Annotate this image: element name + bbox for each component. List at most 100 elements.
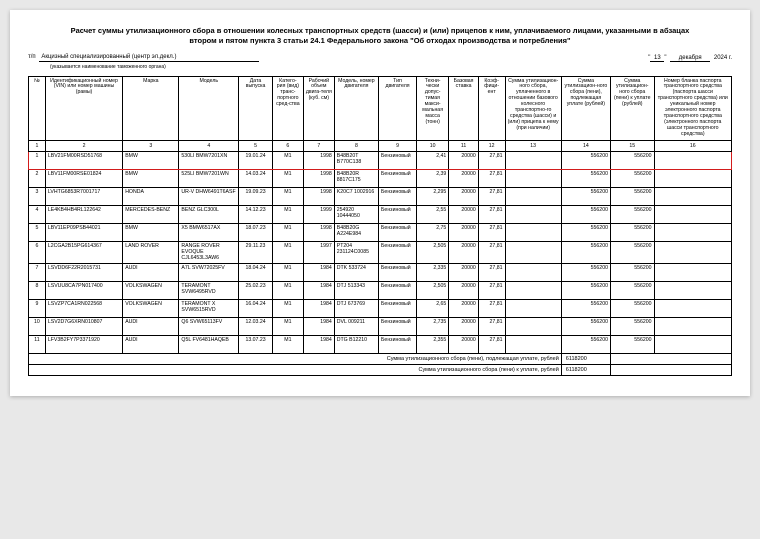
table-row: 3LVHTG6853R7001717HONDAUR-V DHW6491T6ASF…: [29, 188, 732, 206]
cell-cat: M1: [272, 242, 303, 264]
cell-mass: 2,295: [416, 188, 448, 206]
cell-brand: VOLKSWAGEN: [123, 300, 179, 318]
cell-mass: 2,41: [416, 152, 448, 170]
cell-blank: [654, 300, 731, 318]
col-header: Тип двигателя: [379, 76, 417, 141]
document-title: Расчет суммы утилизационного сбора в отн…: [58, 26, 702, 46]
cell-date: 13.07.23: [239, 336, 273, 354]
cell-vin: LBV11FM00RSE01824: [45, 170, 122, 188]
cell-vin: LBV21FM00RSD51768: [45, 152, 122, 170]
cell-model: TERAMONT SVW6495RVD: [179, 282, 239, 300]
cell-blank: [654, 188, 731, 206]
cell-model: RANGE ROVER EVOQUE CJL6453L3AW6: [179, 242, 239, 264]
cell-n: 11: [29, 336, 46, 354]
cell-brand: VOLKSWAGEN: [123, 282, 179, 300]
table-body: 1LBV21FM00RSD51768BMW530LI BMW7201XN19.0…: [29, 152, 732, 354]
cell-disp: 1998: [303, 224, 334, 242]
cell-fuel: Бензиновый: [379, 224, 417, 242]
cell-base: 20000: [449, 152, 479, 170]
col-number: 3: [123, 141, 179, 152]
cell-pay: 556200: [610, 152, 654, 170]
cell-disp: 1984: [303, 264, 334, 282]
cell-base: 20000: [449, 188, 479, 206]
cell-mass: 2,335: [416, 264, 448, 282]
cell-eng: B48B20R 8817C175: [334, 170, 378, 188]
cell-vin: L2CGA2B15PG614367: [45, 242, 122, 264]
cell-pay: 556200: [610, 300, 654, 318]
calc-table: №Идентификационный номер (VIN) или номер…: [28, 76, 732, 377]
cell-k: 27,81: [478, 206, 505, 224]
cell-vin: LVHTG6853R7001717: [45, 188, 122, 206]
col-number: 16: [654, 141, 731, 152]
cell-model: TERAMONT X SVW6515RVD: [179, 300, 239, 318]
cell-pay: 556200: [610, 318, 654, 336]
cell-vin: LSV2D7G6XRN010807: [45, 318, 122, 336]
col-header: №: [29, 76, 46, 141]
col-header: Сумма утилизацион-ного сбора (пени), под…: [561, 76, 610, 141]
cell-fuel: Бензиновый: [379, 152, 417, 170]
cell-k: 27,81: [478, 242, 505, 264]
col-header: Модель: [179, 76, 239, 141]
total-label-1: Сумма утилизационного сбора (пени), подл…: [29, 354, 562, 365]
cell-eng: B48B20G A224E984: [334, 224, 378, 242]
cell-blank: [654, 152, 731, 170]
cell-brand: LAND ROVER: [123, 242, 179, 264]
cell-blank: [654, 170, 731, 188]
cell-blank: [654, 318, 731, 336]
col-header: Модель, номер двигателя: [334, 76, 378, 141]
cell-n: 9: [29, 300, 46, 318]
table-row: 5LBV11EP09PSB44021BMWX5 BMW6517AX18.07.2…: [29, 224, 732, 242]
cell-due: 556200: [561, 300, 610, 318]
cell-paid: [505, 336, 561, 354]
cell-base: 20000: [449, 206, 479, 224]
cell-disp: 1998: [303, 188, 334, 206]
col-number: 9: [379, 141, 417, 152]
cell-brand: BMW: [123, 152, 179, 170]
table-footer: Сумма утилизационного сбора (пени), подл…: [29, 354, 732, 376]
cell-fuel: Бензиновый: [379, 282, 417, 300]
cell-mass: 2,65: [416, 300, 448, 318]
col-number: 11: [449, 141, 479, 152]
cell-mass: 2,505: [416, 242, 448, 264]
cell-eng: B48B20T B770C138: [334, 152, 378, 170]
cell-pay: 556200: [610, 206, 654, 224]
col-number: 5: [239, 141, 273, 152]
table-row: 1LBV21FM00RSD51768BMW530LI BMW7201XN19.0…: [29, 152, 732, 170]
cell-paid: [505, 242, 561, 264]
cell-due: 556200: [561, 170, 610, 188]
col-header: Техни-чески допус-тимая макси-мальная ма…: [416, 76, 448, 141]
cell-mass: 2,505: [416, 282, 448, 300]
col-number: 2: [45, 141, 122, 152]
cell-fuel: Бензиновый: [379, 188, 417, 206]
col-number: 13: [505, 141, 561, 152]
cell-due: 556200: [561, 318, 610, 336]
cell-model: A7L SVW72025FV: [179, 264, 239, 282]
cell-disp: 1984: [303, 318, 334, 336]
cell-blank: [654, 242, 731, 264]
cell-pay: 556200: [610, 336, 654, 354]
cell-base: 20000: [449, 242, 479, 264]
cell-brand: AUDI: [123, 318, 179, 336]
cell-fuel: Бензиновый: [379, 300, 417, 318]
cell-eng: DTK 533724: [334, 264, 378, 282]
col-header: Рабочий объем двига-теля (куб. см): [303, 76, 334, 141]
cell-eng: 254920 10444050: [334, 206, 378, 224]
cell-disp: 1997: [303, 242, 334, 264]
cell-disp: 1998: [303, 152, 334, 170]
cell-date: 18.07.23: [239, 224, 273, 242]
cell-paid: [505, 264, 561, 282]
table-head: №Идентификационный номер (VIN) или номер…: [29, 76, 732, 152]
col-number: 6: [272, 141, 303, 152]
cell-due: 556200: [561, 206, 610, 224]
cell-n: 8: [29, 282, 46, 300]
cell-blank: [654, 206, 731, 224]
cell-cat: M1: [272, 318, 303, 336]
cell-pay: 556200: [610, 188, 654, 206]
cell-model: X5 BMW6517AX: [179, 224, 239, 242]
cell-disp: 1984: [303, 282, 334, 300]
cell-mass: 2,75: [416, 224, 448, 242]
cell-n: 2: [29, 170, 46, 188]
cell-model: Q5L FV6481HAQEB: [179, 336, 239, 354]
cell-cat: M1: [272, 300, 303, 318]
cell-fuel: Бензиновый: [379, 264, 417, 282]
